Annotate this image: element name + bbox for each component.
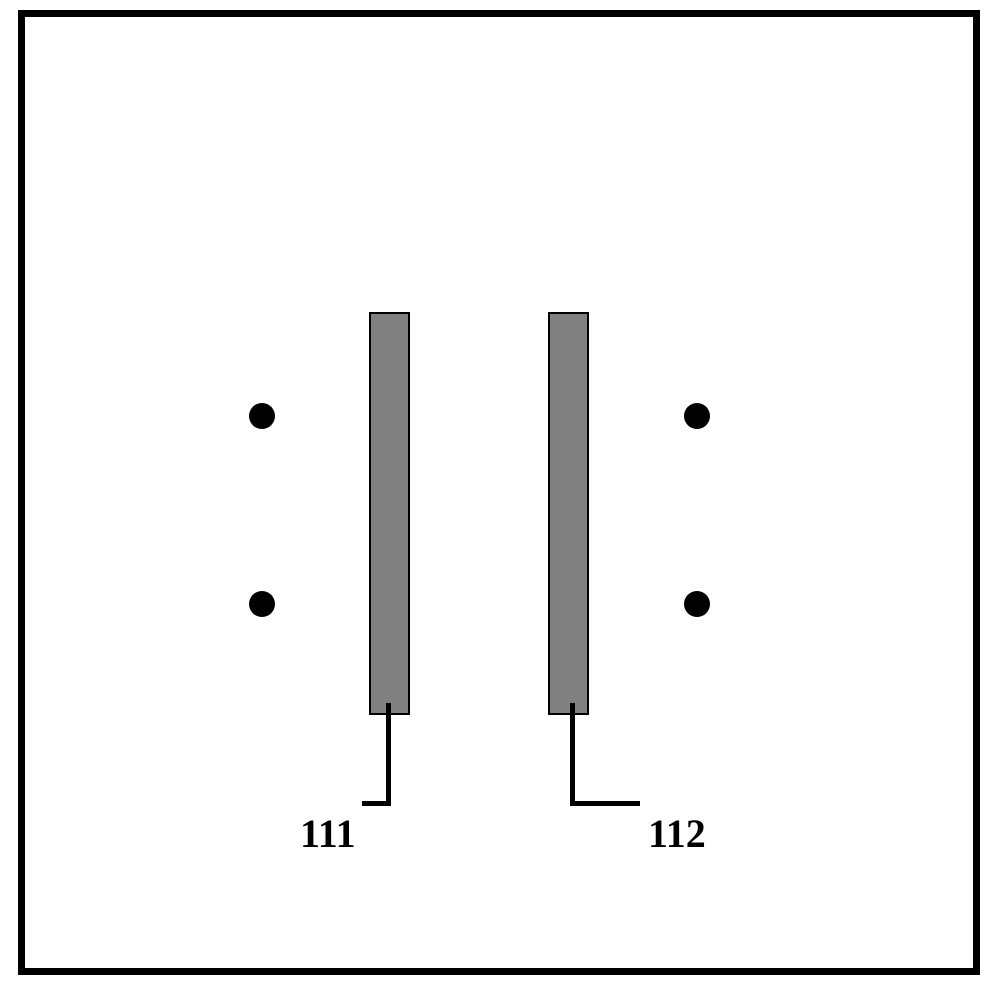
leader-right-v xyxy=(570,703,575,806)
label-112: 112 xyxy=(648,810,706,857)
bar-right xyxy=(548,312,589,715)
leader-right-h xyxy=(570,801,640,806)
leader-left-v xyxy=(386,703,391,806)
dot-left-bottom xyxy=(249,591,275,617)
dot-left-top xyxy=(249,403,275,429)
dot-right-top xyxy=(684,403,710,429)
leader-left-h xyxy=(362,801,391,806)
label-111: 111 xyxy=(300,810,356,857)
bar-left xyxy=(369,312,410,715)
dot-right-bottom xyxy=(684,591,710,617)
outer-frame xyxy=(18,10,980,975)
